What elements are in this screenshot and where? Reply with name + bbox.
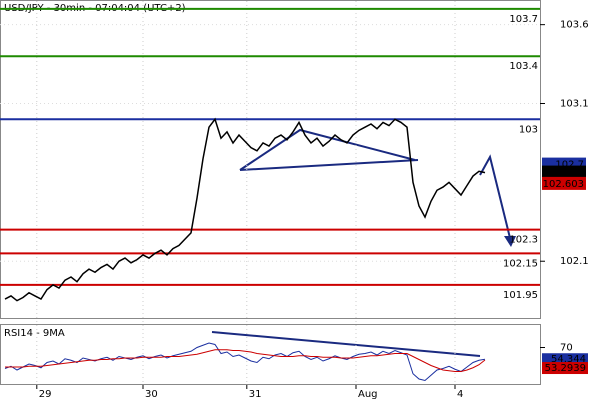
rsi-title: RSI14 - 9MA	[4, 328, 65, 339]
level-label: 102.15	[503, 258, 538, 269]
price-marker-label: 102.7	[555, 160, 584, 171]
price-panel	[0, 0, 541, 319]
triangle-upper	[239, 128, 416, 171]
price-marker-label: 102.662	[543, 168, 584, 179]
level-label: 102.3	[509, 235, 538, 246]
level-label: 103	[519, 124, 538, 135]
price-marker	[542, 176, 586, 190]
y-tick-label: 103.6	[560, 20, 589, 31]
x-tick-label: 30	[145, 389, 158, 400]
arrow-head	[504, 236, 516, 247]
x-tick-label: Aug	[358, 389, 378, 400]
level-label: 103.7	[509, 14, 538, 25]
rsi-marker-label: 53.2939	[545, 363, 586, 374]
triangle-lower	[239, 159, 419, 171]
price-line	[4, 117, 486, 302]
x-tick-label: 29	[39, 389, 52, 400]
level-label: 103.4	[509, 61, 538, 72]
rsi-line	[5, 349, 486, 372]
level-label: 101.95	[503, 290, 538, 301]
x-tick-label: 4	[457, 389, 463, 400]
y-tick-label: 102.1	[560, 256, 589, 267]
rsi-tick-label: 70	[560, 343, 573, 354]
price-marker	[542, 165, 586, 179]
projection-arrow	[479, 154, 511, 239]
x-tick-label: 31	[249, 389, 262, 400]
price-marker-label: 102.603	[543, 179, 584, 190]
rsi-trendline	[211, 331, 481, 357]
y-tick-label: 103.1	[560, 99, 589, 110]
rsi-line	[4, 342, 486, 382]
rsi-panel	[0, 324, 541, 385]
rsi-marker-label: 54.344	[551, 354, 586, 365]
rsi-marker	[542, 362, 588, 375]
